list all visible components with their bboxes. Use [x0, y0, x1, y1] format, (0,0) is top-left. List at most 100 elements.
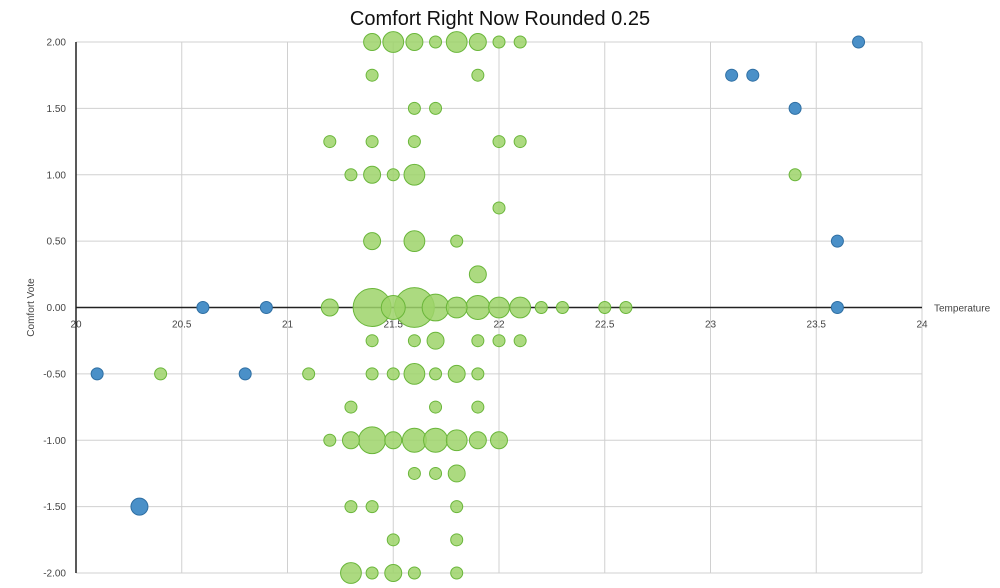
- green-data-point: [445, 429, 468, 452]
- x-tick-label: 21: [282, 320, 294, 331]
- green-data-point: [450, 533, 464, 547]
- y-tick-label: -0.50: [43, 369, 66, 380]
- green-data-point: [386, 168, 400, 182]
- x-tick-label: 24: [916, 320, 928, 331]
- green-data-point: [154, 367, 168, 381]
- green-data-point: [320, 298, 339, 317]
- green-data-point: [471, 367, 485, 381]
- y-tick-label: 0.00: [47, 303, 67, 314]
- green-data-point: [407, 466, 421, 480]
- green-data-point: [401, 427, 427, 453]
- blue-data-point: [259, 301, 273, 314]
- green-data-point: [341, 431, 360, 450]
- green-data-point: [513, 35, 527, 49]
- y-tick-label: 1.00: [47, 170, 67, 181]
- green-data-point: [365, 566, 379, 580]
- green-data-point: [492, 334, 506, 348]
- green-data-point: [513, 334, 527, 348]
- green-data-point: [450, 234, 464, 248]
- green-data-point: [407, 135, 421, 149]
- green-data-point: [365, 500, 379, 514]
- green-data-point: [363, 165, 382, 184]
- blue-data-point: [746, 68, 760, 82]
- blue-data-point: [238, 367, 252, 381]
- green-data-point: [471, 334, 485, 348]
- x-axis-label: Temperature: [934, 304, 991, 315]
- green-data-point: [471, 400, 485, 414]
- green-data-point: [426, 331, 445, 350]
- green-data-point: [344, 168, 358, 182]
- y-tick-label: -1.00: [43, 436, 66, 447]
- green-data-point: [468, 431, 487, 450]
- chart-title: Comfort Right Now Rounded 0.25: [349, 8, 651, 30]
- y-tick-label: -1.50: [43, 502, 66, 513]
- green-data-point: [421, 293, 450, 322]
- green-data-point: [340, 562, 362, 584]
- green-data-point: [365, 367, 379, 381]
- y-tick-label: -2.00: [43, 569, 66, 580]
- green-data-point: [555, 301, 569, 314]
- green-data-point: [365, 68, 379, 82]
- blue-data-point: [725, 68, 739, 82]
- green-data-point: [471, 68, 485, 82]
- blue-data-point: [788, 101, 802, 115]
- green-data-point: [384, 431, 403, 450]
- green-data-point: [450, 500, 464, 514]
- green-data-point: [619, 301, 633, 314]
- green-data-point: [429, 367, 443, 381]
- y-tick-label: 2.00: [47, 38, 67, 49]
- green-data-point: [509, 296, 532, 319]
- green-data-point: [450, 566, 464, 580]
- green-data-point: [302, 367, 316, 381]
- green-data-point: [468, 33, 487, 51]
- green-data-point: [344, 400, 358, 414]
- x-tick-label: 23.5: [807, 320, 827, 331]
- green-data-point: [429, 101, 443, 115]
- y-tick-label: 0.50: [47, 237, 67, 248]
- green-data-point: [405, 33, 424, 51]
- green-data-point: [386, 533, 400, 547]
- green-data-point: [382, 31, 405, 53]
- green-data-point: [488, 296, 510, 319]
- x-tick-label: 22: [493, 320, 505, 331]
- green-data-point: [534, 301, 548, 314]
- x-tick-label: 20.5: [172, 320, 192, 331]
- green-data-point: [445, 296, 468, 319]
- x-tick-label: 21.5: [384, 320, 404, 331]
- green-data-point: [358, 426, 387, 455]
- green-data-point: [490, 431, 508, 450]
- green-data-point: [363, 33, 382, 51]
- y-tick-label: 1.50: [47, 104, 67, 115]
- green-data-point: [407, 566, 421, 580]
- green-data-point: [598, 301, 612, 314]
- green-data-point: [429, 400, 443, 414]
- green-data-point: [384, 564, 403, 582]
- blue-data-point: [196, 301, 210, 314]
- green-data-point: [407, 101, 421, 115]
- blue-data-point: [830, 301, 844, 314]
- green-data-point: [365, 334, 379, 348]
- green-data-point: [323, 135, 337, 149]
- green-data-point: [380, 295, 406, 320]
- blue-data-point: [130, 497, 149, 516]
- green-data-point: [513, 135, 527, 149]
- green-data-point: [365, 135, 379, 149]
- green-data-point: [492, 35, 506, 49]
- green-data-point: [468, 265, 487, 284]
- green-data-point: [363, 232, 382, 251]
- green-data-point: [445, 31, 468, 53]
- green-data-point: [403, 362, 426, 385]
- green-data-point: [423, 427, 449, 453]
- green-data-point: [403, 163, 426, 186]
- blue-data-point: [90, 367, 104, 381]
- blue-data-point: [830, 234, 844, 248]
- green-data-point: [344, 500, 358, 514]
- green-data-point: [492, 201, 506, 215]
- green-data-point: [429, 466, 443, 480]
- x-tick-label: 22.5: [595, 320, 615, 331]
- green-data-point: [492, 135, 506, 149]
- green-data-point: [788, 168, 802, 182]
- blue-data-point: [852, 35, 866, 49]
